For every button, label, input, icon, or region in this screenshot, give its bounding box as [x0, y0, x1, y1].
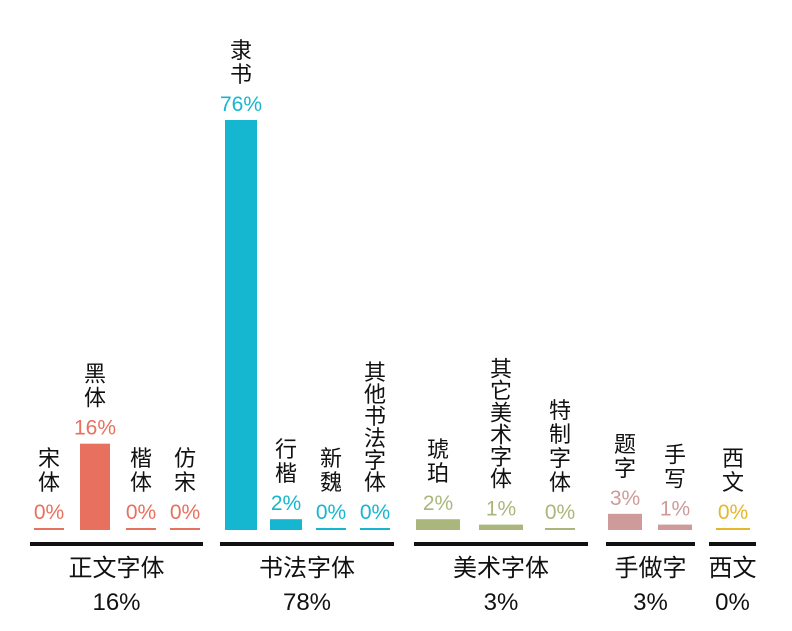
- bar: [608, 513, 642, 530]
- bar: [479, 524, 523, 530]
- category-label: 隶: [230, 39, 252, 64]
- bar: [545, 528, 575, 530]
- group-label: 书法字体: [259, 554, 355, 582]
- category-label: 字: [490, 446, 512, 471]
- category-label: 体: [130, 471, 152, 496]
- category-label: 题: [614, 433, 636, 458]
- category-label: 书: [364, 405, 386, 430]
- category-label: 字: [549, 447, 571, 472]
- group-axis-line: [414, 542, 588, 546]
- category-label: 美: [490, 402, 512, 427]
- group-label: 正文字体: [69, 554, 165, 582]
- category-label: 宋: [174, 471, 196, 496]
- bar: [80, 443, 110, 530]
- group-total: 78%: [283, 589, 331, 616]
- data-label: 0%: [126, 501, 156, 524]
- group-axis-line: [220, 542, 394, 546]
- category-label: 新: [320, 447, 342, 472]
- bar: [34, 528, 64, 530]
- category-label: 特: [549, 399, 571, 424]
- category-label: 它: [490, 380, 512, 405]
- category-label: 行: [275, 438, 297, 463]
- data-label: 0%: [170, 501, 200, 524]
- group-total: 3%: [633, 589, 668, 616]
- category-label: 仿: [174, 447, 196, 472]
- category-label: 法: [364, 427, 386, 452]
- category-label: 手: [664, 444, 686, 469]
- data-label: 3%: [610, 487, 640, 510]
- category-label: 写: [664, 468, 686, 493]
- data-label: 0%: [545, 501, 575, 524]
- group-axis-line: [606, 542, 695, 546]
- bar: [416, 519, 460, 530]
- bar: [316, 528, 346, 530]
- data-label: 2%: [423, 492, 453, 515]
- category-label: 楷: [275, 462, 297, 487]
- group-label: 西文: [709, 554, 757, 582]
- category-label: 宋: [38, 447, 60, 472]
- data-label: 1%: [486, 498, 516, 521]
- bar: [170, 528, 200, 530]
- category-label: 他: [364, 383, 386, 408]
- data-label: 76%: [220, 93, 262, 116]
- category-label: 其: [364, 361, 386, 386]
- data-label: 2%: [271, 492, 301, 515]
- category-label: 珀: [427, 462, 449, 487]
- category-label: 魏: [320, 471, 342, 496]
- category-label: 楷: [130, 447, 152, 472]
- category-label: 书: [230, 63, 252, 88]
- category-label: 术: [490, 424, 512, 449]
- category-label: 琥: [427, 438, 449, 463]
- bar: [126, 528, 156, 530]
- category-label: 其: [490, 358, 512, 383]
- group-total: 3%: [484, 589, 519, 616]
- group-axis-line: [709, 542, 756, 546]
- bar: [716, 528, 750, 530]
- group-label: 手做字: [615, 554, 687, 582]
- bar: [360, 528, 390, 530]
- data-label: 0%: [360, 501, 390, 524]
- category-label: 字: [614, 457, 636, 482]
- category-label: 西: [722, 447, 744, 472]
- data-label: 16%: [74, 417, 116, 440]
- category-label: 字: [364, 449, 386, 474]
- category-label: 文: [722, 471, 744, 496]
- bar: [658, 524, 692, 530]
- data-label: 1%: [660, 498, 690, 521]
- category-label: 体: [38, 471, 60, 496]
- group-total: 0%: [715, 589, 750, 616]
- category-label: 体: [364, 471, 386, 496]
- data-label: 0%: [316, 501, 346, 524]
- category-label: 体: [490, 468, 512, 493]
- group-label: 美术字体: [453, 554, 549, 582]
- category-label: 制: [549, 423, 571, 448]
- category-label: 体: [84, 387, 106, 412]
- bar: [225, 120, 257, 530]
- bar: [270, 519, 302, 530]
- category-label: 体: [549, 471, 571, 496]
- data-label: 0%: [718, 501, 748, 524]
- group-total: 16%: [92, 589, 140, 616]
- category-label: 黑: [84, 363, 106, 388]
- group-axis-line: [30, 542, 203, 546]
- data-label: 0%: [34, 501, 64, 524]
